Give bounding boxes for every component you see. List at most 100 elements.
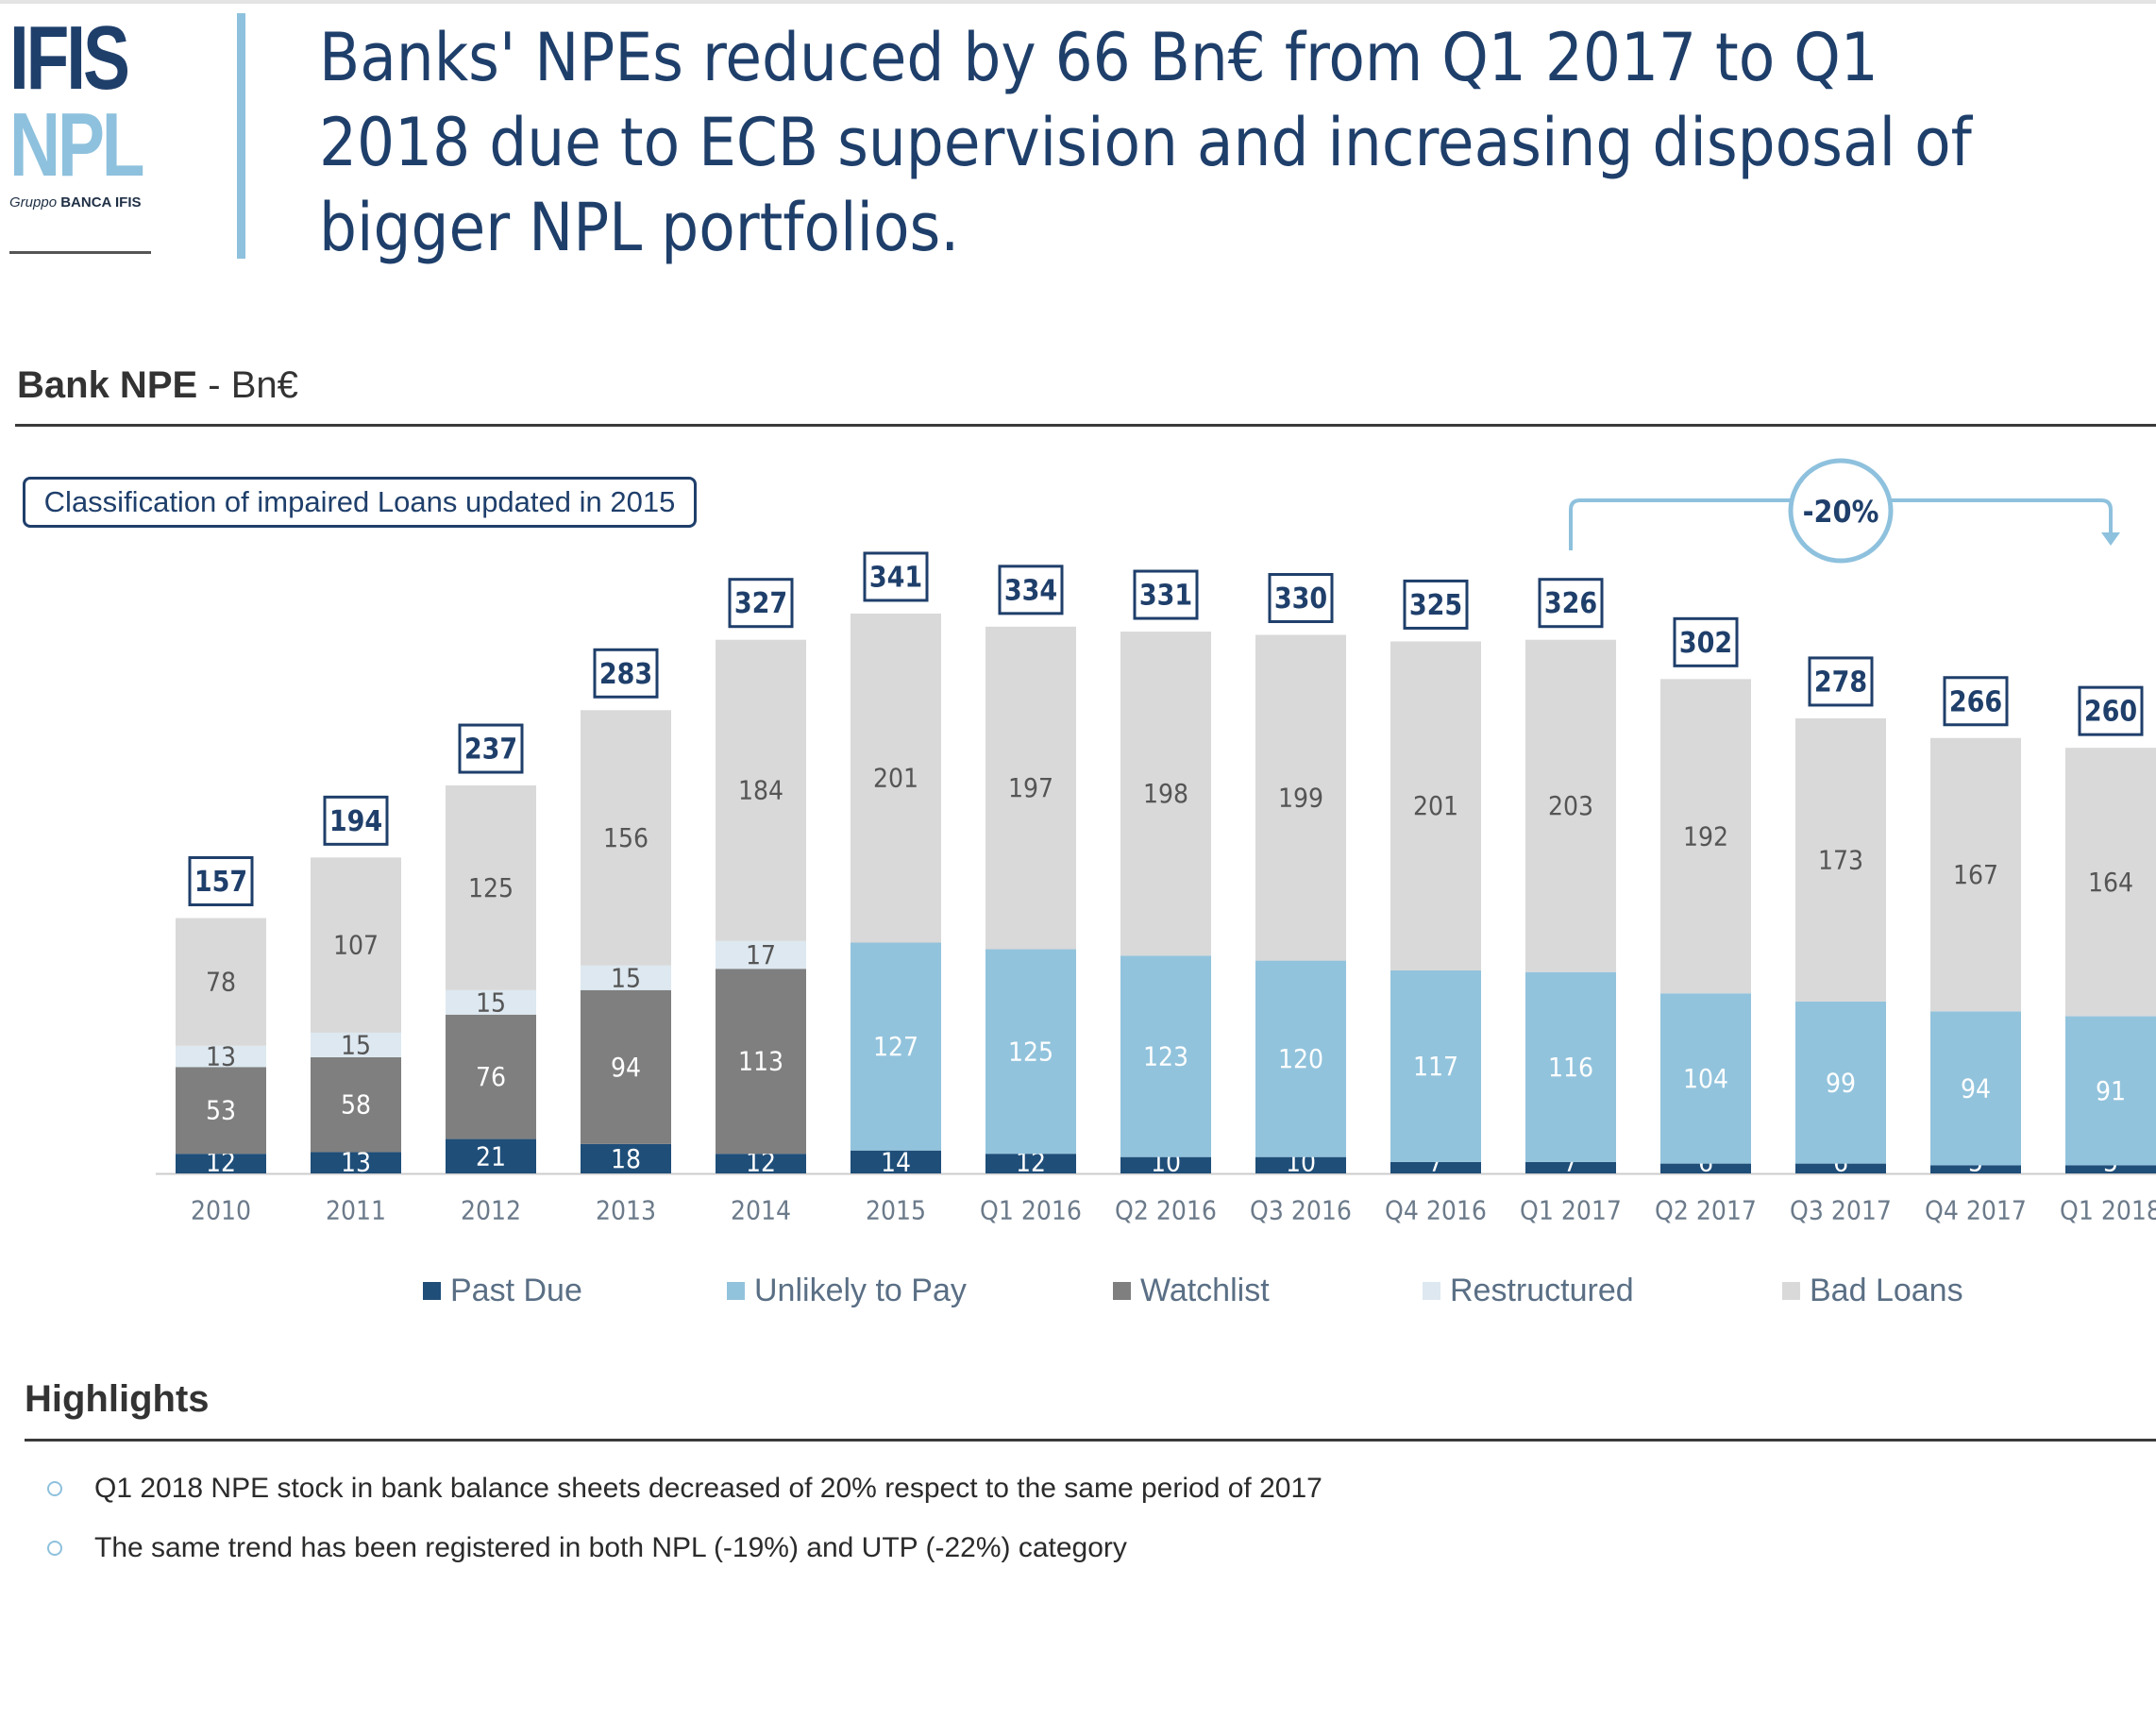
bar-segment-past-due: [1255, 1156, 1346, 1173]
logo-tag-italic: Gruppo: [9, 194, 58, 211]
data-label-past-due: 18: [611, 1143, 641, 1174]
highlights-title: Highlights: [25, 1378, 210, 1420]
legend-item-bad-loans: Bad Loans: [1782, 1273, 1963, 1309]
data-label-watchlist: 58: [341, 1089, 371, 1121]
bar-segment-unlikely-to-pay: [1525, 971, 1616, 1162]
data-label-bad-loans: 203: [1548, 790, 1593, 821]
bar-segment-watchlist: [581, 989, 671, 1144]
total-label-box: [1133, 569, 1199, 620]
total-label-box: [1538, 578, 1604, 629]
logo-line-2: NPL: [9, 94, 145, 195]
total-label: 283: [599, 658, 652, 691]
data-label-restructured: 13: [206, 1041, 236, 1072]
bullet-icon: [47, 1541, 62, 1556]
chart-legend: Past Due Unlikely to Pay Watchlist Restr…: [0, 1273, 2156, 1320]
bar-segment-bad-loans: [1795, 717, 1886, 1002]
total-label: 194: [329, 805, 382, 838]
bar-segment-restructured: [446, 989, 536, 1015]
total-label-box: [1268, 573, 1334, 624]
bar-segment-restructured: [311, 1032, 401, 1057]
bar-segment-watchlist: [716, 969, 806, 1155]
bar-segment-bad-loans: [985, 626, 1076, 950]
total-label-box: [1403, 579, 1469, 630]
bullet-icon: [47, 1481, 62, 1496]
data-label-bad-loans: 197: [1008, 772, 1053, 803]
data-label-unlikely-to-pay: 94: [1961, 1072, 1991, 1104]
bar-segment-past-due: [1525, 1161, 1616, 1173]
x-tick-label: Q4 2017: [1925, 1195, 2027, 1226]
data-label-bad-loans: 125: [468, 872, 514, 903]
data-label-bad-loans: 173: [1818, 844, 1863, 875]
legend-swatch-past-due: [423, 1282, 441, 1300]
bar-segment-past-due: [1120, 1156, 1211, 1173]
bar-segment-restructured: [176, 1045, 266, 1068]
total-label: 334: [1004, 574, 1057, 607]
data-label-watchlist: 53: [206, 1095, 236, 1126]
data-label-bad-loans: 184: [738, 775, 783, 806]
bar-segment-bad-loans: [176, 918, 266, 1046]
total-label: 341: [869, 561, 922, 594]
bar-segment-bad-loans: [716, 639, 806, 941]
data-label-unlikely-to-pay: 99: [1826, 1067, 1856, 1098]
total-label-box: [728, 578, 794, 629]
bar-segment-unlikely-to-pay: [1120, 955, 1211, 1157]
logo-line-1: IFIS: [9, 8, 130, 109]
total-label: 330: [1274, 582, 1327, 615]
legend-swatch-restructured: [1423, 1282, 1440, 1300]
highlight-item: Q1 2018 NPE stock in bank balance sheets…: [47, 1473, 1322, 1505]
npe-stacked-bar-chart: 1253137815720101358151071942011217615125…: [156, 458, 2156, 1226]
total-label: 331: [1139, 580, 1192, 613]
legend-label-bad-loans: Bad Loans: [1810, 1273, 1963, 1308]
x-tick-label: 2014: [731, 1195, 791, 1226]
x-tick-label: Q1 2018: [2060, 1195, 2156, 1226]
data-label-bad-loans: 107: [333, 930, 379, 961]
x-tick-label: Q3 2016: [1250, 1195, 1352, 1226]
bar-segment-unlikely-to-pay: [1660, 993, 1751, 1164]
bar-segment-past-due: [1930, 1165, 2021, 1173]
bar-segment-unlikely-to-pay: [1795, 1001, 1886, 1164]
ifis-npl-logo: IFIS NPL Gruppo BANCA IFIS: [9, 13, 153, 259]
data-label-bad-loans: 164: [2088, 867, 2133, 898]
x-tick-label: Q4 2016: [1385, 1195, 1487, 1226]
total-label: 157: [194, 866, 247, 899]
change-arrowhead-icon: [2101, 532, 2120, 546]
bar-segment-past-due: [1795, 1163, 1886, 1173]
x-tick-label: 2015: [866, 1195, 926, 1226]
bar-segment-unlikely-to-pay: [1390, 970, 1481, 1162]
total-label: 278: [1814, 666, 1867, 699]
bar-segment-unlikely-to-pay: [985, 949, 1076, 1155]
total-label: 327: [734, 587, 787, 620]
bar-segment-past-due: [2065, 1165, 2156, 1173]
data-label-unlikely-to-pay: 125: [1008, 1036, 1053, 1067]
bar-segment-unlikely-to-pay: [2065, 1016, 2156, 1166]
data-label-bad-loans: 201: [1413, 790, 1458, 821]
bar-segment-unlikely-to-pay: [1255, 960, 1346, 1157]
bar-segment-bad-loans: [851, 613, 941, 943]
data-label-past-due: 14: [881, 1146, 911, 1177]
total-label-box: [863, 551, 929, 602]
total-label-box: [458, 723, 524, 774]
bar-segment-bad-loans: [1390, 641, 1481, 970]
bar-segment-watchlist: [176, 1067, 266, 1155]
data-label-unlikely-to-pay: 117: [1413, 1051, 1458, 1082]
chart-section-rule: [15, 424, 2156, 427]
legend-label-unlikely-to-pay: Unlikely to Pay: [754, 1273, 967, 1308]
bar-segment-bad-loans: [2065, 748, 2156, 1017]
data-label-restructured: 15: [611, 962, 641, 993]
bar-segment-watchlist: [311, 1056, 401, 1153]
bar-segment-watchlist: [446, 1014, 536, 1139]
title-accent-bar: [237, 13, 245, 259]
bar-segment-past-due: [851, 1150, 941, 1173]
bar-segment-past-due: [716, 1154, 806, 1173]
x-tick-label: 2011: [326, 1195, 386, 1226]
x-tick-label: 2013: [596, 1195, 656, 1226]
data-label-bad-loans: 167: [1953, 859, 1998, 890]
total-label: 325: [1409, 589, 1462, 622]
total-label: 302: [1679, 627, 1732, 660]
highlight-text: Q1 2018 NPE stock in bank balance sheets…: [94, 1473, 1322, 1504]
data-label-bad-loans: 198: [1143, 778, 1188, 809]
legend-swatch-watchlist: [1113, 1282, 1131, 1300]
chart-section-title-bold: Bank NPE: [17, 364, 198, 406]
change-badge-label: -20%: [1803, 494, 1879, 530]
data-label-unlikely-to-pay: 91: [2096, 1075, 2126, 1106]
